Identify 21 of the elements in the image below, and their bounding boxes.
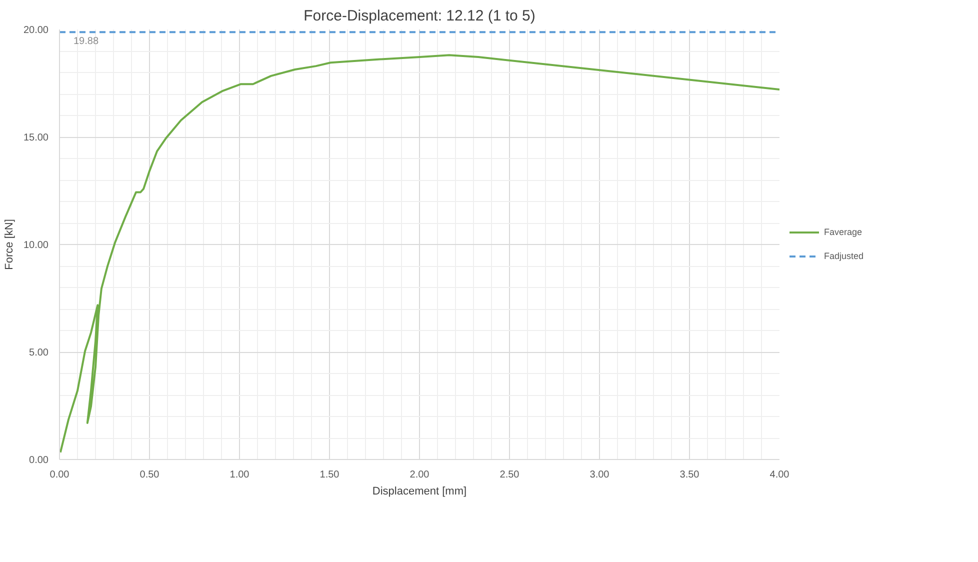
x-tick-label: 2.00 — [410, 470, 430, 480]
x-axis-title: Displacement [mm] — [372, 486, 467, 498]
y-tick-label: 0.00 — [29, 455, 49, 466]
annotation: 19.88 — [74, 36, 99, 48]
y-tick-label: 5.00 — [29, 348, 49, 358]
x-tick-label: 1.50 — [320, 470, 340, 480]
x-tick-label: 0.00 — [50, 470, 70, 480]
y-axis-title: Force [kN] — [3, 219, 16, 270]
y-tick-label: 15.00 — [23, 132, 49, 144]
x-tick-label: 3.00 — [590, 470, 610, 480]
line-series — [60, 54, 780, 454]
x-tick-label: 2.50 — [500, 470, 520, 480]
legend-label: Fadjusted — [824, 251, 864, 261]
x-tick-label: 1.00 — [230, 470, 250, 480]
x-tick-label: 3.50 — [680, 470, 700, 480]
legend-label: Faverage — [824, 227, 862, 237]
y-tick-label: 20.00 — [23, 25, 49, 36]
y-tick-label: 10.00 — [23, 240, 49, 251]
x-tick-label: 4.00 — [770, 470, 790, 480]
x-tick-label: 0.50 — [140, 470, 160, 480]
chart-title: Force-Displacement: 12.12 (1 to 5) — [304, 8, 536, 24]
